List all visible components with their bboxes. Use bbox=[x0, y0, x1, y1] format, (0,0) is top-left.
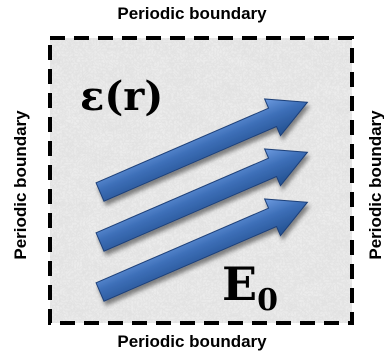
field-label-subscript: 0 bbox=[257, 283, 278, 318]
field-arrows bbox=[95, 98, 309, 302]
field-arrow-bottom bbox=[95, 198, 309, 302]
field-label: E0 bbox=[222, 257, 278, 318]
boundary-label-top: Periodic boundary bbox=[117, 4, 267, 23]
boundary-label-bottom: Periodic boundary bbox=[117, 332, 267, 351]
field-arrow-middle bbox=[95, 148, 309, 252]
field-label-base: E bbox=[222, 257, 257, 311]
periodic-boundary-box bbox=[48, 36, 354, 325]
permittivity-label: ε(r) bbox=[80, 73, 163, 120]
field-arrow-top bbox=[95, 98, 309, 202]
